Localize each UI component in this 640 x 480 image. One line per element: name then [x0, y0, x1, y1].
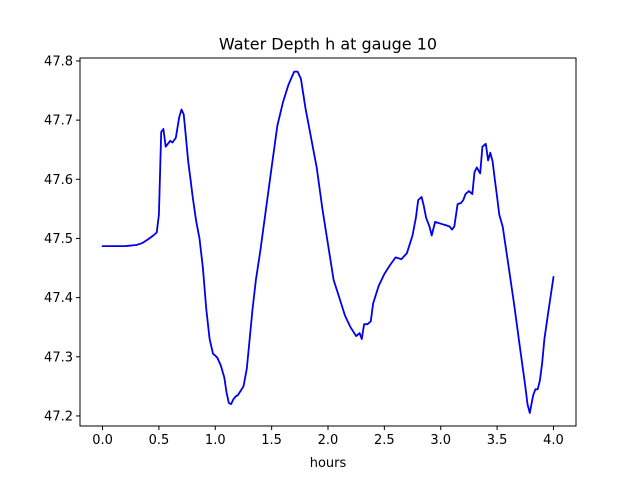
x-tick-label: 1.5 [261, 433, 282, 448]
x-tick-label: 0.0 [92, 433, 113, 448]
plot-area [101, 70, 555, 414]
chart-title: Water Depth h at gauge 10 [219, 35, 437, 54]
y-tick-label: 47.5 [44, 232, 73, 247]
x-axis-label: hours [310, 456, 347, 471]
y-tick-label: 47.3 [44, 350, 73, 365]
y-tick-label: 47.2 [44, 409, 73, 424]
x-tick-label: 3.0 [430, 433, 451, 448]
plot-frame [79, 57, 577, 427]
x-tick-label: 4.0 [543, 433, 564, 448]
y-tick-label: 47.4 [44, 291, 73, 306]
y-tick-label: 47.7 [44, 114, 73, 129]
x-tick-label: 0.5 [149, 433, 170, 448]
y-tick-label: 47.6 [44, 173, 73, 188]
y-axis-ticks: 47.2 47.3 47.4 47.5 47.6 47.7 47.8 [44, 54, 80, 424]
series-line [101, 70, 555, 414]
y-tick-label: 47.8 [44, 54, 73, 69]
x-tick-label: 2.5 [374, 433, 395, 448]
x-tick-label: 1.0 [205, 433, 226, 448]
x-tick-label: 2.0 [318, 433, 339, 448]
x-tick-label: 3.5 [487, 433, 508, 448]
x-axis-ticks: 0.0 0.5 1.0 1.5 2.0 2.5 3.0 3.5 4.0 [92, 426, 564, 448]
